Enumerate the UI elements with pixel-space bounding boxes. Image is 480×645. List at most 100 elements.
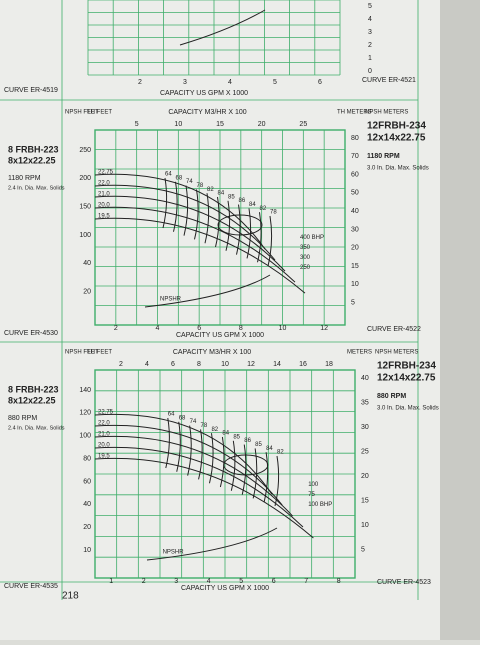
efficiency-label: 68	[179, 415, 186, 421]
efficiency-label: 84	[266, 446, 273, 452]
efficiency-label: 82	[277, 450, 284, 456]
head-curve	[94, 457, 314, 539]
tick-label: 10	[83, 547, 91, 554]
tick-label: 120	[79, 410, 91, 417]
model: 12FRBH-234	[367, 121, 426, 132]
npshr-curve	[144, 274, 271, 308]
tick-label: 3	[183, 79, 187, 86]
tick-label: 10	[279, 325, 287, 332]
tick-label: 10	[361, 522, 369, 529]
head-curve	[94, 217, 306, 294]
efficiency-curve	[198, 429, 203, 480]
efficiency-curve	[225, 200, 231, 251]
tick-label: 25	[299, 121, 307, 128]
power-label: 100	[308, 482, 319, 488]
efficiency-curve	[183, 185, 189, 236]
efficiency-island	[217, 214, 263, 236]
efficiency-curve	[230, 440, 236, 491]
tick-label: 18	[325, 361, 333, 368]
efficiency-label: 78	[197, 183, 204, 189]
tick-label: 20	[361, 473, 369, 480]
curve-label: CURVE ER-4521	[362, 77, 416, 84]
tick-label: 15	[216, 121, 224, 128]
power-label: 300	[300, 255, 311, 261]
rpm: 1180 RPM	[8, 175, 41, 182]
power-label: 250	[300, 265, 311, 271]
tick-label: 1	[109, 578, 113, 585]
head-curve	[94, 206, 296, 283]
tick-label: 16	[299, 361, 307, 368]
efficiency-label: 82	[260, 206, 267, 212]
tick-label: 2	[114, 325, 118, 332]
model: 12FRBH-234	[377, 361, 436, 372]
diameter-label: 21.0	[98, 432, 110, 438]
tick-label: 15	[351, 263, 359, 270]
tick-label: 40	[361, 375, 369, 382]
curve-label: CURVE ER-4522	[367, 326, 421, 333]
plot-frame	[94, 369, 356, 579]
efficiency-label: 86	[239, 198, 246, 204]
solids: 3.0 In. Dia. Max. Solids	[377, 406, 439, 412]
tick-label: 10	[221, 361, 229, 368]
rpm: 880 RPM	[377, 393, 406, 400]
solids: 2.4 In. Dia. Max. Solids	[8, 185, 65, 191]
tick-label: 5	[239, 578, 243, 585]
efficiency-curve	[267, 215, 273, 267]
efficiency-curve	[194, 189, 199, 240]
tick-label: 20	[351, 245, 359, 252]
size: 12x14x22.75	[367, 133, 426, 144]
tick-label: 8	[337, 578, 341, 585]
efficiency-label: 64	[165, 172, 172, 178]
diameter-label: 20.0	[98, 203, 110, 209]
efficiency-label: 68	[176, 175, 183, 181]
axis-label: CAPACITY US GPM X 1000	[181, 585, 269, 592]
efficiency-label: 84	[222, 431, 229, 437]
rpm: 880 RPM	[8, 415, 37, 422]
efficiency-curve	[241, 444, 247, 495]
power-label: 75	[308, 492, 315, 498]
efficiency-label: 84	[218, 191, 225, 197]
npshr-label: NPSHR	[160, 297, 182, 303]
tick-label: 4	[228, 79, 232, 86]
tick-label: 5	[361, 546, 365, 553]
axis-head: NPSH FEET	[65, 350, 99, 356]
axis-head: NPSH METERS	[375, 350, 418, 356]
size: 8x12x22.25	[8, 155, 56, 165]
efficiency-curve	[187, 425, 192, 476]
npshr-curve	[146, 527, 278, 561]
efficiency-curve	[257, 212, 262, 263]
tick-label: 14	[273, 361, 281, 368]
tick-label: 6	[171, 361, 175, 368]
diameter-label: 20.0	[98, 443, 110, 449]
axis-head: TH FEET	[87, 350, 112, 356]
head-curve	[94, 435, 293, 517]
efficiency-label: 74	[186, 179, 193, 185]
tick-label: 80	[351, 135, 359, 142]
head-curve	[179, 9, 266, 46]
tick-label: 100	[79, 232, 91, 239]
tick-label: 25	[361, 448, 369, 455]
model: 8 FRBH-223	[8, 384, 59, 394]
tick-label: 5	[135, 121, 139, 128]
tick-label: 5	[273, 79, 277, 86]
tick-label: 12	[247, 361, 255, 368]
head-curve	[94, 184, 276, 261]
efficiency-island	[223, 454, 269, 476]
tick-label: 140	[79, 387, 91, 394]
axis-label: CAPACITY US GPM X 1000	[176, 332, 264, 339]
tick-label: 8	[197, 361, 201, 368]
curve-label: CURVE ER-4535	[4, 583, 58, 590]
tick-label: 60	[351, 171, 359, 178]
rpm: 1180 RPM	[367, 153, 400, 160]
tick-label: 30	[361, 424, 369, 431]
diameter-label: 21.0	[98, 192, 110, 198]
axis-head: TH FEET	[87, 110, 112, 116]
tick-label: 4	[368, 16, 372, 23]
efficiency-curve	[162, 177, 168, 229]
size: 12x14x22.75	[377, 373, 436, 384]
tick-label: 12	[320, 325, 328, 332]
tick-label: 2	[142, 578, 146, 585]
tick-label: 3	[174, 578, 178, 585]
efficiency-label: 85	[255, 442, 262, 448]
tick-label: 10	[351, 281, 359, 288]
